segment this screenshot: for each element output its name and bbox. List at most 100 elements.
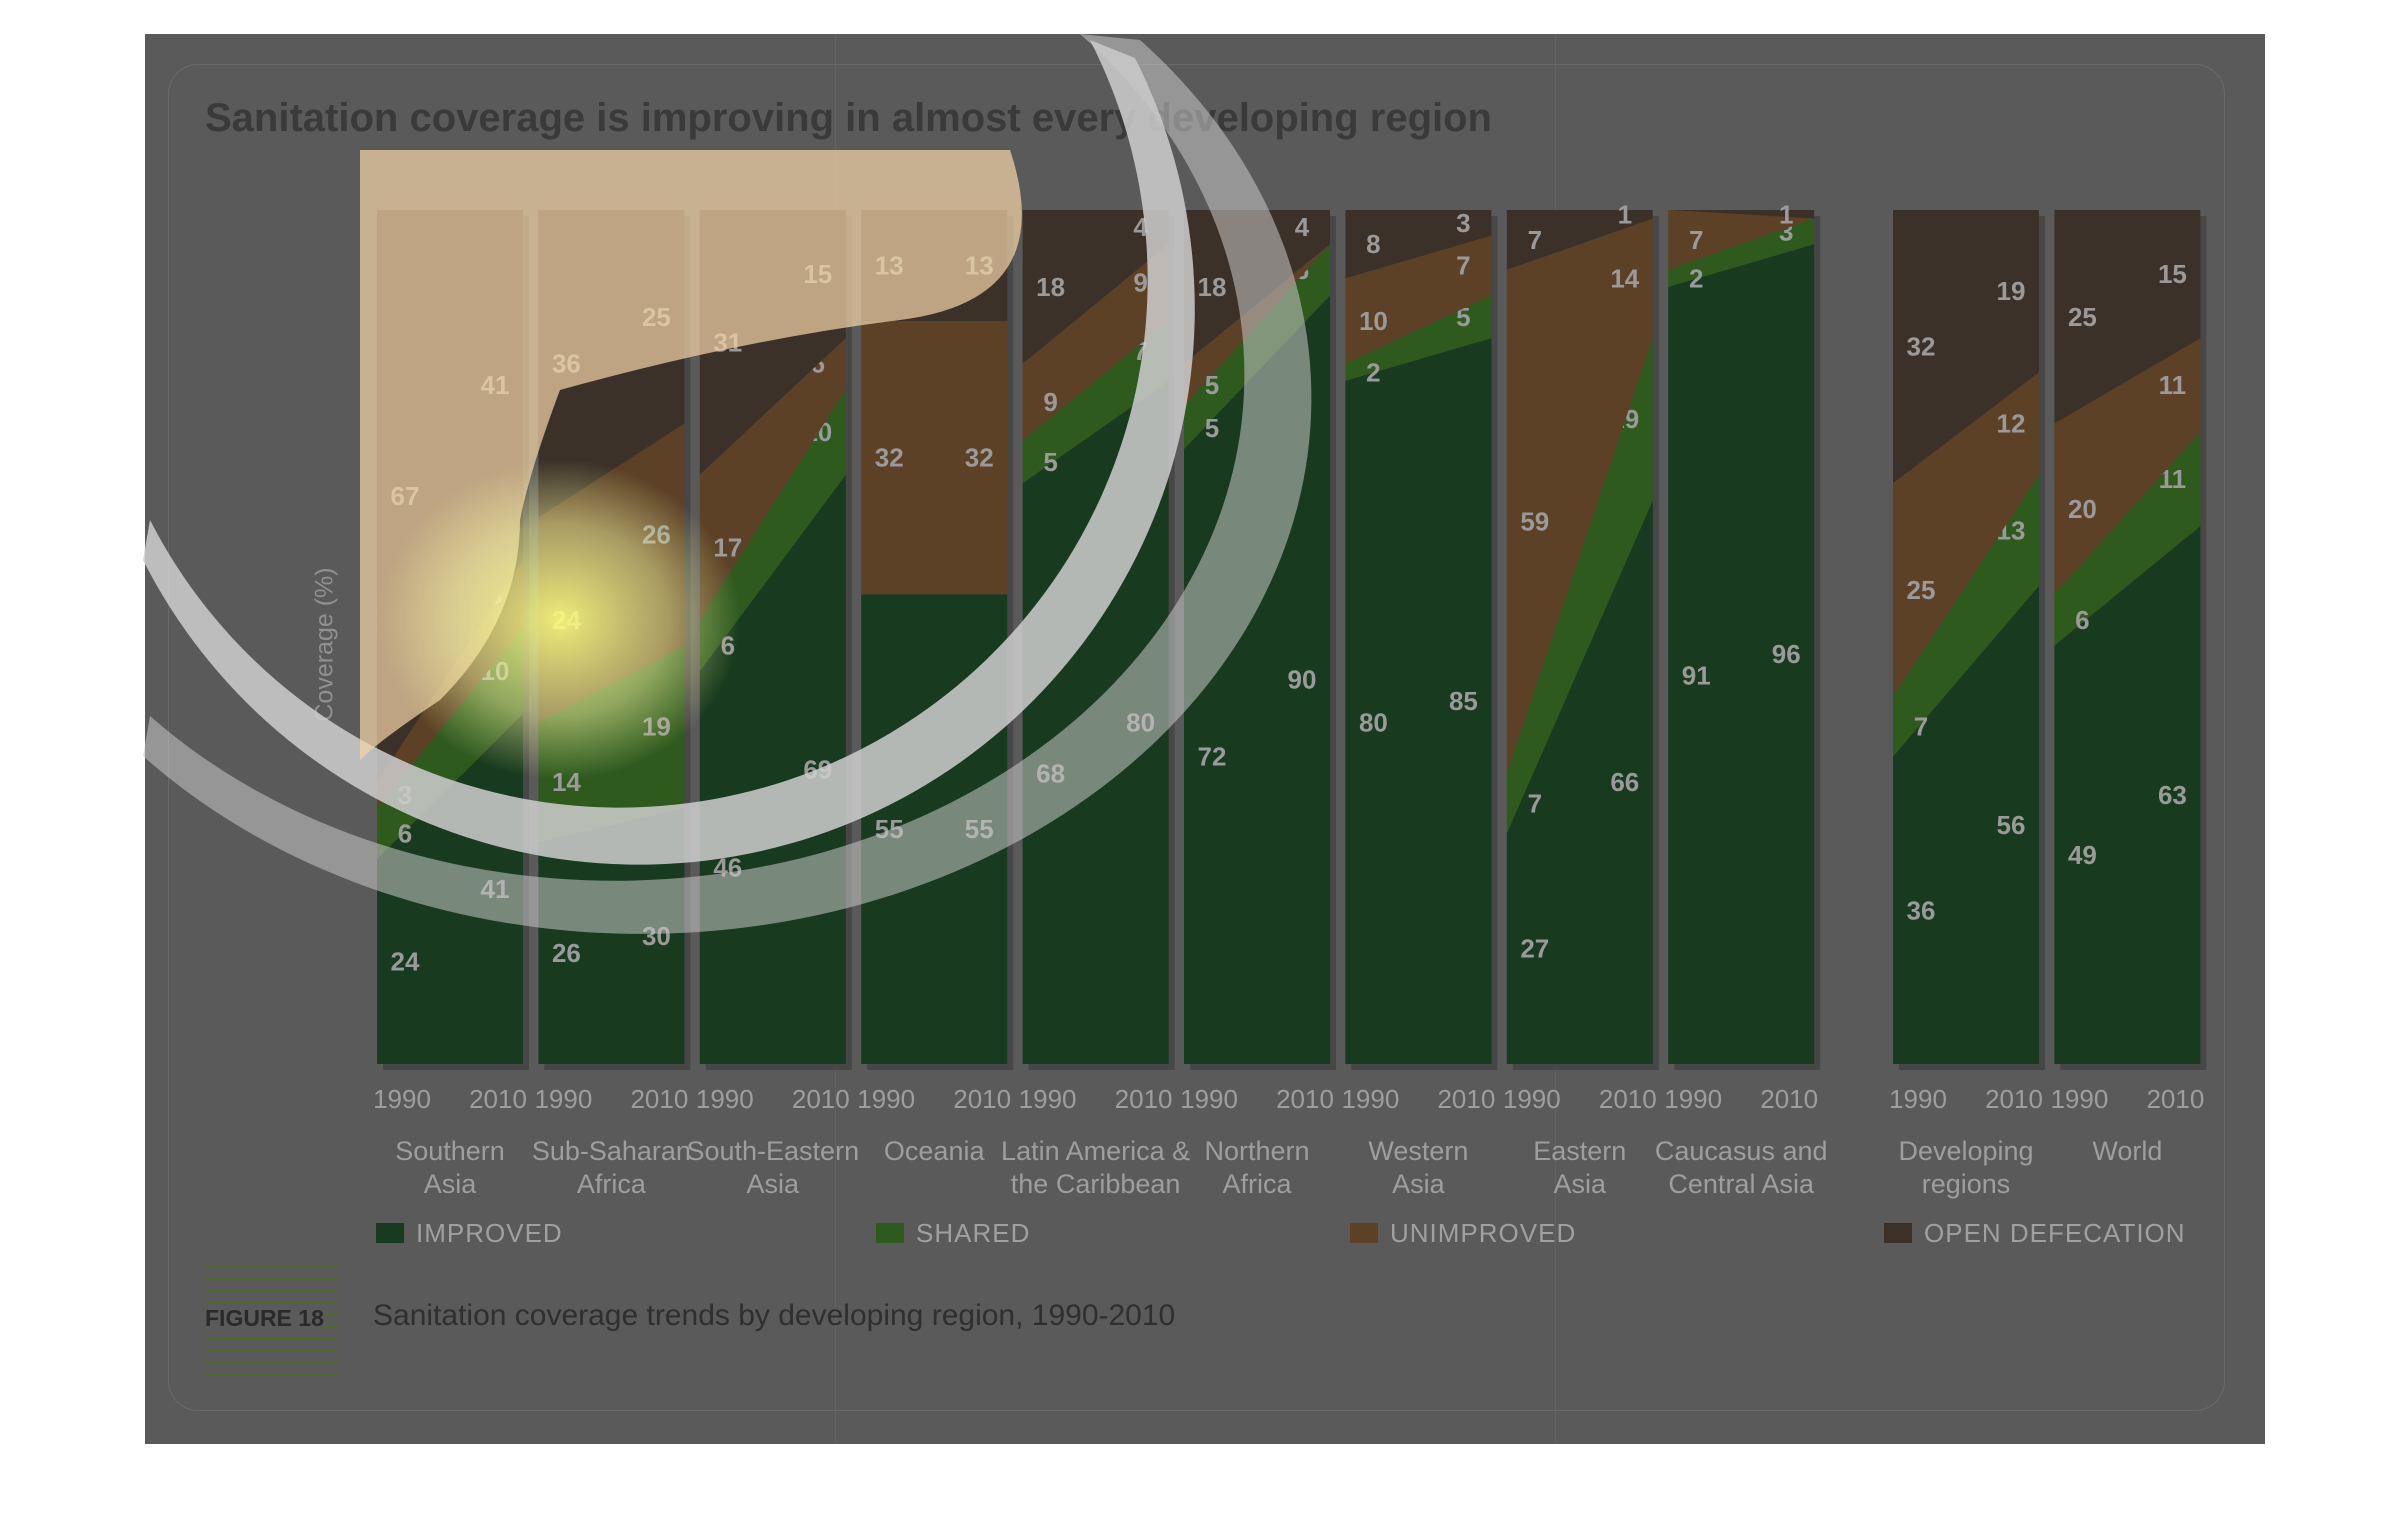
data-label: 63 [2158, 780, 2187, 810]
data-label: 18 [1198, 272, 1227, 302]
year-label: 2010 [1115, 1084, 1173, 1114]
data-label: 19 [1997, 276, 2026, 306]
year-label: 1990 [2050, 1084, 2108, 1114]
data-label: 55 [875, 814, 904, 844]
data-label: 20 [2068, 494, 2097, 524]
area-shared [1506, 338, 1653, 834]
year-label: 2010 [1985, 1084, 2043, 1114]
year-label: 2010 [1437, 1084, 1495, 1114]
area-open-defecation [1893, 210, 2039, 484]
data-label: 13 [875, 251, 904, 281]
data-label: 4 [1295, 212, 1310, 242]
data-label: 55 [965, 814, 994, 844]
region-label: Asia [1392, 1169, 1446, 1199]
data-label: 10 [1359, 306, 1388, 336]
year-label: 1990 [373, 1084, 431, 1114]
data-label: 66 [1610, 767, 1639, 797]
region-label: the Caribbean [1011, 1169, 1181, 1199]
area-open-defecation [1506, 210, 1653, 270]
year-label: 2010 [792, 1084, 850, 1114]
region-label: regions [1922, 1169, 2011, 1199]
data-label: 96 [1772, 639, 1801, 669]
data-label: 8 [1366, 229, 1380, 259]
data-label: 7 [1456, 251, 1470, 281]
data-label: 7 [1528, 789, 1542, 819]
data-label: 67 [391, 481, 420, 511]
data-label: 6 [398, 818, 412, 848]
year-label: 1990 [1019, 1084, 1077, 1114]
area-open-defecation [1668, 210, 1815, 219]
data-label: 32 [1907, 332, 1936, 362]
data-label: 85 [1449, 686, 1478, 716]
data-label: 69 [803, 754, 832, 784]
year-label: 2010 [630, 1084, 688, 1114]
year-label: 2010 [953, 1084, 1011, 1114]
data-label: 9 [1133, 268, 1147, 298]
region-label: Caucasus and [1655, 1136, 1828, 1166]
data-label: 49 [2068, 840, 2097, 870]
data-label: 24 [391, 947, 420, 977]
figure-caption: Sanitation coverage trends by developing… [373, 1299, 1176, 1332]
data-label: 14 [552, 767, 581, 797]
region-label: Latin America & [1001, 1136, 1190, 1166]
data-label: 7 [1689, 225, 1703, 255]
year-label: 1990 [1503, 1084, 1561, 1114]
area-unimproved [2054, 338, 2201, 595]
year-label: 1990 [1889, 1084, 1947, 1114]
year-label: 1990 [696, 1084, 754, 1114]
data-label: 15 [2158, 259, 2187, 289]
year-label: 2010 [2146, 1084, 2204, 1114]
data-label: 36 [1907, 895, 1936, 925]
data-label: 80 [1359, 707, 1388, 737]
data-label: 32 [875, 443, 904, 473]
year-label: 2010 [469, 1084, 527, 1114]
data-label: 11 [2159, 370, 2187, 400]
data-label: 14 [1610, 263, 1639, 293]
region-label: Africa [577, 1169, 647, 1199]
region-label: Developing [1898, 1136, 2033, 1166]
data-label: 27 [1520, 934, 1549, 964]
data-label: 7 [1914, 712, 1928, 742]
region-label: Northern [1204, 1136, 1309, 1166]
data-label: 4 [1133, 212, 1148, 242]
area-unimproved [1345, 235, 1492, 364]
area-shared [1345, 295, 1492, 381]
data-label: 26 [552, 938, 581, 968]
data-label: 25 [1907, 575, 1936, 605]
data-label: 2 [1366, 357, 1380, 387]
data-label: 90 [1288, 665, 1317, 695]
data-label: 7 [1528, 225, 1542, 255]
data-label: 6 [2075, 605, 2089, 635]
data-label: 9 [1043, 387, 1057, 417]
data-label: 41 [481, 874, 510, 904]
data-label: 32 [965, 443, 994, 473]
data-label: 19 [642, 712, 671, 742]
data-label: 5 [1205, 413, 1219, 443]
area-improved [1893, 585, 2039, 1064]
area-unimproved [1506, 218, 1653, 774]
data-label: 13 [965, 251, 994, 281]
figure-label: FIGURE 18 [205, 1303, 324, 1334]
region-label: Eastern [1533, 1136, 1626, 1166]
area-shared [2054, 432, 2201, 646]
data-label: 15 [803, 259, 832, 289]
data-label: 41 [481, 370, 510, 400]
region-label: South-Eastern [686, 1136, 859, 1166]
region-label: Western [1368, 1136, 1468, 1166]
area-shared [1668, 218, 1815, 287]
data-label: 72 [1198, 742, 1227, 772]
data-label: 59 [1520, 507, 1549, 537]
data-label: 5 [1205, 370, 1219, 400]
region-label: Africa [1222, 1169, 1292, 1199]
data-label: 1 [1779, 199, 1793, 229]
region-label: Sub-Saharan [532, 1136, 691, 1166]
data-label: 3 [1456, 208, 1470, 238]
data-label: 31 [713, 327, 742, 357]
region-label: Southern [395, 1136, 505, 1166]
region-label: Asia [1554, 1169, 1608, 1199]
region-label: World [2092, 1136, 2162, 1166]
data-label: 12 [1997, 409, 2026, 439]
area-shared [1893, 474, 2039, 757]
region-label: Asia [747, 1169, 801, 1199]
area-improved [2054, 525, 2201, 1064]
